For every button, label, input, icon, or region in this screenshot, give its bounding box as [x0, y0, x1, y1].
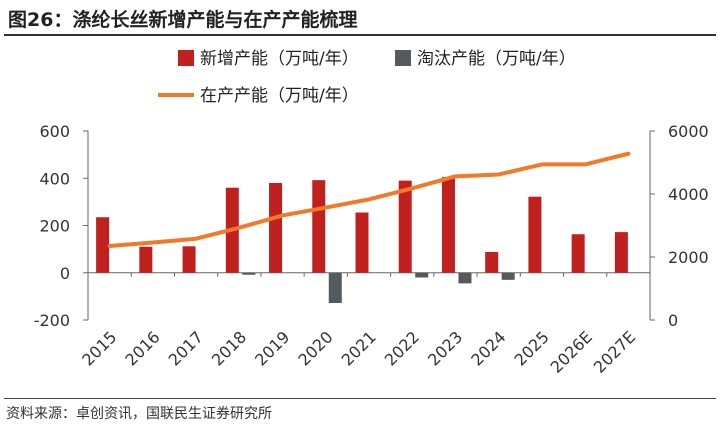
y-left-tick-label: 200: [39, 217, 70, 236]
y-left-tick-label: 0: [60, 264, 70, 283]
bar-new-capacity: [485, 251, 499, 273]
x-tick-label: 2019: [251, 327, 293, 369]
source-note: 资料来源：卓创资讯，国联民生证券研究所: [6, 406, 272, 422]
bar-eliminated-capacity: [415, 272, 429, 278]
bar-eliminated-capacity: [242, 272, 256, 275]
legend-label: 在产产能（万吨/年）: [200, 86, 359, 106]
legend-label: 淘汰产能（万吨/年）: [417, 49, 576, 69]
x-tick-label: 2026E: [547, 327, 596, 376]
legend: 新增产能（万吨/年） 淘汰产能（万吨/年） 在产产能（万吨/年）: [158, 49, 576, 106]
y-left-tick-label: -200: [34, 311, 70, 330]
bar-new-capacity: [139, 246, 153, 273]
bar-new-capacity: [312, 180, 326, 273]
x-tick-label: 2022: [381, 327, 423, 369]
bar-new-capacity: [355, 212, 369, 273]
y-right-tick-label: 6000: [668, 122, 709, 141]
x-tick-label: 2024: [467, 327, 509, 369]
x-tick-label: 2015: [78, 327, 120, 369]
title-bar: 图26：涤纶长丝新增产能与在产产能梳理: [4, 0, 716, 36]
bar-new-capacity: [528, 196, 542, 273]
bar-new-capacity: [614, 232, 628, 273]
y-right-tick-label: 0: [668, 311, 678, 330]
bar-new-capacity: [571, 234, 585, 273]
bar-new-capacity: [398, 180, 412, 273]
y-left-tick-label: 400: [39, 169, 70, 188]
x-tick-label: 2017: [165, 327, 207, 369]
line-capacity-in-production: [107, 151, 631, 248]
bar-new-capacity: [96, 217, 110, 273]
figure-title: 图26：涤纶长丝新增产能与在产产能梳理: [8, 9, 358, 31]
legend-swatch: [178, 50, 194, 66]
x-tick-label: 2023: [424, 327, 466, 369]
y-left-tick-label: 600: [39, 122, 70, 141]
x-tick-label: 2020: [294, 327, 336, 369]
source-divider: [4, 398, 716, 399]
x-tick-label: 2018: [208, 327, 250, 369]
legend-label: 新增产能（万吨/年）: [200, 49, 359, 69]
x-tick-label: 2016: [121, 327, 163, 369]
capacity-chart: 新增产能（万吨/年） 淘汰产能（万吨/年） 在产产能（万吨/年） -200 0 200 4…: [34, 49, 709, 377]
bar-eliminated-capacity: [501, 272, 515, 280]
bar-new-capacity: [441, 177, 455, 273]
bar-eliminated-capacity: [458, 272, 472, 284]
y-right-tick-label: 2000: [668, 248, 709, 267]
bar-new-capacity: [182, 246, 196, 273]
x-tick-label: 2021: [338, 327, 380, 369]
bar-new-capacity: [269, 182, 283, 273]
bar-eliminated-capacity: [328, 272, 342, 303]
x-tick-label: 2027E: [590, 327, 639, 376]
y-right-tick-label: 4000: [668, 185, 709, 204]
legend-swatch: [395, 50, 411, 66]
